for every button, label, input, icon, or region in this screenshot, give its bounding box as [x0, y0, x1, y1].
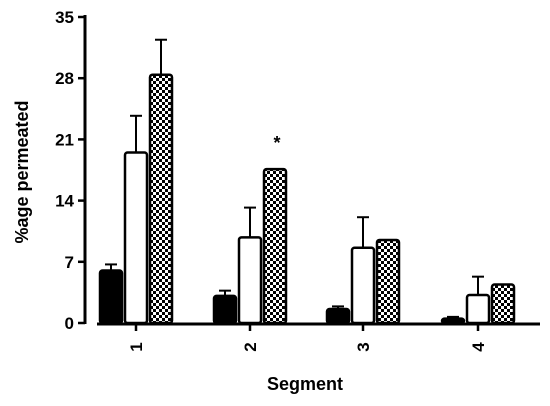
y-tick-label-14: 14: [55, 192, 74, 211]
x-tick-label-2: 2: [241, 342, 260, 351]
bar-1-s1: [98, 269, 124, 325]
bar-4-s2: [465, 293, 491, 325]
bar-2-s2: [237, 236, 263, 325]
x-tick-label-4: 4: [469, 342, 488, 352]
bar-4-s3: [490, 283, 516, 325]
x-tick-label-1: 1: [127, 342, 146, 351]
bar-1-s2: [123, 151, 149, 325]
bar-3-s3: [375, 238, 401, 325]
bar-4-s1: [440, 317, 466, 325]
error-bar-2-s1: [219, 289, 231, 296]
bar-3-s1: [325, 307, 351, 325]
bar-2-s3: [262, 167, 288, 325]
significance-marker: *: [273, 133, 280, 153]
error-bar-1-s3: [155, 38, 167, 75]
bar-1-s3: [148, 73, 174, 325]
bars: [98, 38, 516, 325]
error-bar-2-s2: [244, 206, 256, 238]
bar-3-s2: [350, 246, 376, 325]
error-bar-1-s1: [105, 263, 117, 271]
error-bar-4-s2: [472, 275, 484, 296]
y-tick-label-7: 7: [65, 253, 74, 272]
error-bar-4-s1: [447, 315, 459, 319]
y-tick-label-21: 21: [55, 130, 74, 149]
x-axis-title: Segment: [267, 374, 343, 394]
error-bar-3-s2: [357, 216, 369, 248]
y-tick-label-35: 35: [55, 8, 74, 27]
y-axis-title: %age permeated: [12, 100, 32, 243]
x-tick-label-3: 3: [354, 342, 373, 351]
y-tick-label-28: 28: [55, 69, 74, 88]
error-bar-1-s2: [130, 114, 142, 153]
y-tick-label-0: 0: [65, 314, 74, 333]
error-bar-3-s1: [332, 305, 344, 310]
bar-2-s1: [212, 294, 238, 325]
labels: 0 7 14 21 28 35 1 2 3 4 *: [55, 8, 488, 352]
